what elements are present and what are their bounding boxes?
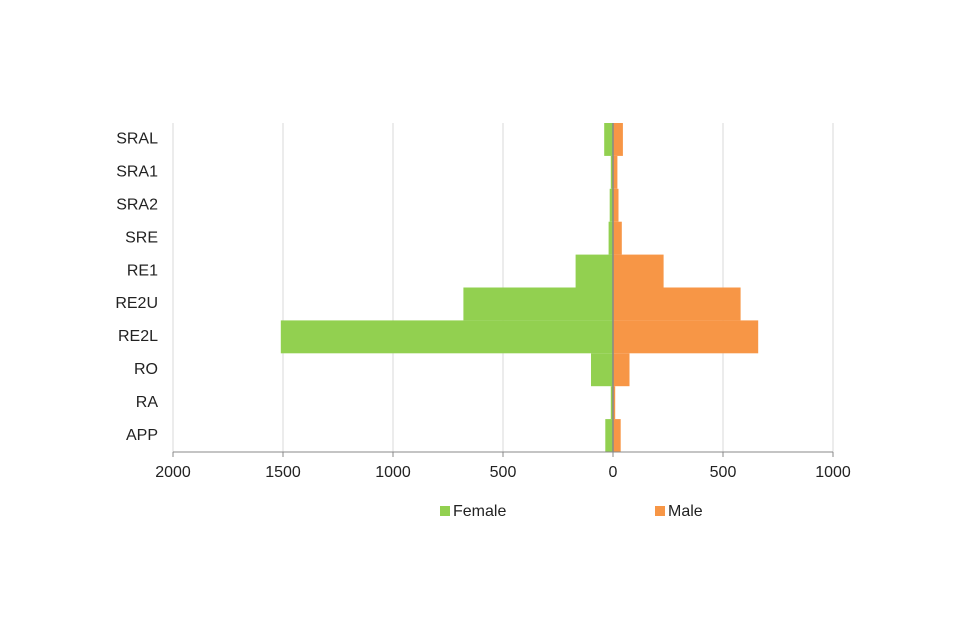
bar [613,386,616,420]
x-tick-label: 1000 [815,464,851,481]
y-tick-label: SRA1 [116,164,158,181]
y-tick-label: SRA2 [116,196,158,213]
y-tick-label: RA [136,394,159,411]
bar [613,123,623,156]
x-tick-label: 0 [609,464,618,481]
y-tick-label: RO [134,361,158,378]
y-tick-label: SRAL [116,131,158,148]
bar [604,123,613,156]
legend-swatch [440,506,450,516]
x-tick-label: 500 [710,464,737,481]
bar [575,254,613,288]
bar [613,254,664,288]
x-tick-label: 500 [490,464,517,481]
bar [463,287,613,321]
bar [613,419,621,452]
legend-swatch [655,506,665,516]
bar [613,155,618,189]
bar [613,353,630,387]
bar [280,320,613,354]
y-tick-label: APP [126,427,158,444]
y-tick-label: RE2U [115,295,158,312]
bar [609,188,613,222]
bar [605,419,613,452]
bar [608,221,613,255]
bar [613,221,622,255]
bar [613,320,759,354]
x-tick-label: 2000 [155,464,191,481]
y-tick-label: RE2L [118,328,158,345]
bar [613,287,741,321]
legend-label: Female [453,503,506,520]
y-tick-label: SRE [125,229,158,246]
bar [610,386,613,420]
bar [591,353,613,387]
x-tick-label: 1500 [265,464,301,481]
bar [613,188,619,222]
x-tick-label: 1000 [375,464,411,481]
y-tick-label: RE1 [127,262,158,279]
bar [610,155,613,189]
legend-label: Male [668,503,703,520]
